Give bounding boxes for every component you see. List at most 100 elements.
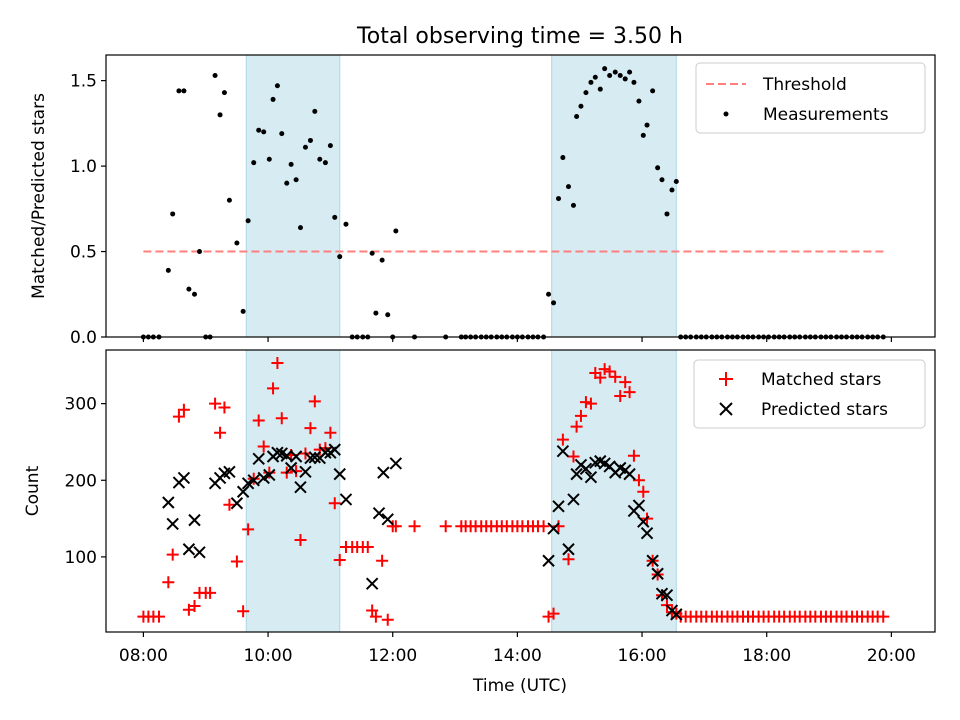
- legend-matched-label: Matched stars: [761, 370, 881, 390]
- predicted-point: [567, 493, 580, 506]
- measurement-point: [226, 197, 232, 203]
- matched-point: [177, 403, 190, 416]
- measurement-point: [256, 127, 262, 133]
- measurement-point: [192, 291, 198, 297]
- top-axis-layer: 0.0 0.5 1.0 1.5: [70, 72, 892, 348]
- matched-point: [257, 440, 270, 453]
- predicted-point: [623, 467, 636, 481]
- measurement-point: [385, 312, 391, 318]
- predicted-point: [377, 466, 390, 479]
- measurement-point: [337, 254, 343, 260]
- measurement-point: [583, 90, 589, 96]
- y-tick-label: 0.5: [70, 243, 97, 263]
- measurement-point: [317, 156, 323, 162]
- measurement-point: [170, 211, 176, 217]
- measurement-point: [659, 177, 665, 183]
- y-tick-label: 0.0: [70, 328, 97, 348]
- matched-point: [267, 382, 280, 395]
- matched-point: [172, 410, 185, 423]
- predicted-point: [333, 467, 346, 481]
- top-panel: 0.0 0.5 1.0 1.5 Matched/Predicted stars Thr…: [29, 54, 936, 348]
- measurement-point: [186, 286, 192, 292]
- bottom-shaded-intervals: [245, 349, 677, 633]
- measurement-point: [578, 103, 584, 109]
- matched-point: [271, 357, 284, 370]
- predicted-point: [294, 480, 307, 494]
- measurement-point: [617, 73, 623, 79]
- predicted-point: [284, 461, 298, 475]
- predicted-point: [552, 500, 565, 513]
- predicted-point: [579, 462, 593, 475]
- matched-point: [188, 599, 201, 612]
- matched-point: [242, 523, 255, 536]
- matched-point: [275, 412, 288, 425]
- measurement-point: [650, 88, 656, 94]
- bottom-data-layer: [137, 357, 890, 626]
- measurement-point: [261, 129, 267, 135]
- x-tick-label: 16:00: [618, 646, 667, 666]
- measurement-point: [284, 180, 290, 186]
- bottom-plot-frame: [105, 349, 936, 633]
- measurement-point: [293, 177, 299, 183]
- predicted-point: [230, 497, 244, 510]
- bottom-legend-box: [693, 359, 926, 429]
- bottom-shaded-interval: [551, 349, 677, 633]
- predicted-point: [223, 465, 236, 479]
- matched-point: [304, 422, 317, 435]
- matched-point: [562, 553, 575, 566]
- measurement-point: [627, 69, 633, 75]
- y-tick-label: 100: [65, 548, 97, 568]
- matched-point: [328, 497, 341, 510]
- predicted-point: [166, 517, 179, 531]
- predicted-point: [542, 554, 555, 567]
- matched-point: [214, 426, 227, 439]
- predicted-point: [570, 467, 583, 481]
- figure-title: Total observing time = 3.50 h: [356, 24, 683, 49]
- measurement-point: [673, 178, 679, 184]
- matched-point: [162, 576, 175, 589]
- matched-point: [570, 420, 583, 433]
- measurement-point: [546, 291, 552, 297]
- matched-point: [567, 450, 580, 463]
- matched-point: [152, 610, 165, 623]
- measurement-point: [245, 218, 251, 224]
- top-shaded-interval: [551, 54, 677, 338]
- measurement-point: [622, 76, 628, 82]
- x-tick-label: 14:00: [493, 646, 542, 666]
- predicted-point: [660, 589, 674, 602]
- measurement-point: [332, 214, 338, 220]
- predicted-point: [670, 608, 683, 621]
- y-tick-label: 200: [65, 471, 97, 491]
- matched-point: [574, 409, 587, 422]
- measurement-point: [327, 143, 333, 149]
- bottom-shaded-interval: [245, 349, 341, 633]
- predicted-point: [632, 499, 646, 512]
- y-tick-label: 300: [65, 395, 97, 415]
- predicted-point: [547, 522, 560, 535]
- predicted-point: [328, 443, 341, 456]
- measurement-point: [602, 66, 608, 72]
- matched-point: [166, 548, 179, 561]
- measurement-point: [373, 310, 379, 316]
- matched-point: [290, 465, 303, 478]
- legend-predicted-label: Predicted stars: [761, 400, 888, 420]
- measurement-point: [343, 221, 349, 227]
- matched-point: [627, 449, 640, 462]
- x-tick-label: 20:00: [867, 646, 916, 666]
- measurement-point: [664, 211, 670, 217]
- predicted-point: [162, 496, 175, 509]
- predicted-point: [584, 470, 598, 484]
- matched-point: [637, 485, 650, 498]
- predicted-point: [247, 474, 260, 487]
- measurement-point: [165, 267, 171, 273]
- matched-point: [252, 414, 265, 427]
- legend-predicted-swatch: [719, 402, 733, 416]
- predicted-point: [389, 457, 403, 470]
- measurement-point: [270, 96, 276, 102]
- measurement-point: [266, 156, 272, 162]
- matched-point: [632, 474, 645, 487]
- bottom-axis-layer: 100 200 300 08:00 10:00 12:00 14:00 16:00 18:00 2…: [65, 395, 916, 666]
- measurement-point: [297, 225, 303, 231]
- predicted-point: [193, 546, 206, 559]
